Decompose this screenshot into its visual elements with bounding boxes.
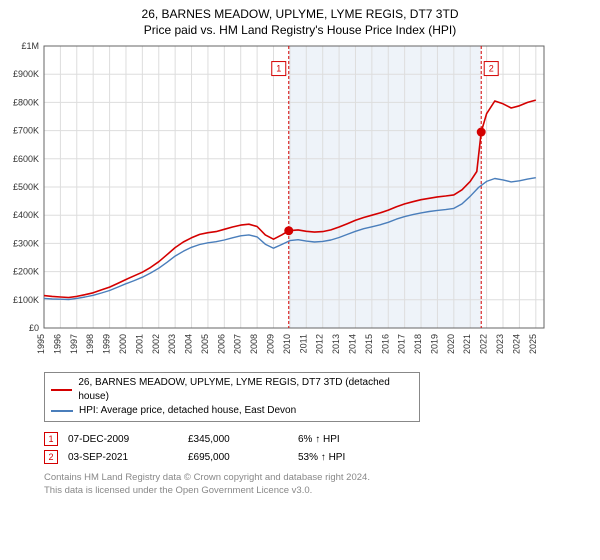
svg-text:2024: 2024 xyxy=(511,334,521,354)
svg-text:2011: 2011 xyxy=(298,334,308,353)
svg-text:2009: 2009 xyxy=(266,334,276,354)
svg-text:1: 1 xyxy=(276,64,281,74)
legend-label-property: 26, BARNES MEADOW, UPLYME, LYME REGIS, D… xyxy=(78,376,413,404)
svg-text:2015: 2015 xyxy=(364,334,374,354)
svg-text:2006: 2006 xyxy=(216,334,226,354)
title-line1: 26, BARNES MEADOW, UPLYME, LYME REGIS, D… xyxy=(0,6,600,22)
sale-marker-1: 1 xyxy=(44,432,58,446)
footnote-line2: This data is licensed under the Open Gov… xyxy=(44,485,580,498)
svg-text:2022: 2022 xyxy=(479,334,489,354)
sale-row-1: 1 07-DEC-2009 £345,000 6% ↑ HPI xyxy=(44,430,580,448)
svg-text:£600K: £600K xyxy=(13,154,39,164)
svg-text:2002: 2002 xyxy=(151,334,161,354)
svg-text:2016: 2016 xyxy=(380,334,390,354)
legend-row-hpi: HPI: Average price, detached house, East… xyxy=(51,404,413,418)
svg-text:2012: 2012 xyxy=(315,334,325,354)
chart-container: { "title": { "line1": "26, BARNES MEADOW… xyxy=(0,0,600,560)
svg-text:1997: 1997 xyxy=(69,334,79,354)
sale-pct-2: 53% ↑ HPI xyxy=(298,452,418,463)
svg-text:2018: 2018 xyxy=(413,334,423,354)
sale-row-2: 2 03-SEP-2021 £695,000 53% ↑ HPI xyxy=(44,448,580,466)
title-line2: Price paid vs. HM Land Registry's House … xyxy=(0,22,600,38)
svg-text:£400K: £400K xyxy=(13,211,39,221)
svg-text:2005: 2005 xyxy=(200,334,210,354)
svg-text:1998: 1998 xyxy=(85,334,95,354)
sale-price-1: £345,000 xyxy=(188,434,298,445)
svg-text:£800K: £800K xyxy=(13,98,39,108)
footnote: Contains HM Land Registry data © Crown c… xyxy=(44,472,580,498)
svg-text:2000: 2000 xyxy=(118,334,128,354)
legend-swatch-property xyxy=(51,389,72,391)
svg-text:£1M: £1M xyxy=(21,41,39,51)
svg-text:2025: 2025 xyxy=(528,334,538,354)
legend-label-hpi: HPI: Average price, detached house, East… xyxy=(79,404,296,418)
svg-text:£700K: £700K xyxy=(13,126,39,136)
sale-pct-1: 6% ↑ HPI xyxy=(298,434,418,445)
svg-text:£300K: £300K xyxy=(13,239,39,249)
svg-text:2013: 2013 xyxy=(331,334,341,354)
svg-text:2020: 2020 xyxy=(446,334,456,354)
svg-text:1995: 1995 xyxy=(36,334,46,354)
footnote-line1: Contains HM Land Registry data © Crown c… xyxy=(44,472,580,485)
chart-title: 26, BARNES MEADOW, UPLYME, LYME REGIS, D… xyxy=(0,0,600,38)
svg-text:2021: 2021 xyxy=(462,334,472,354)
sale-marker-2: 2 xyxy=(44,450,58,464)
svg-text:2019: 2019 xyxy=(429,334,439,354)
legend-swatch-hpi xyxy=(51,410,73,412)
svg-text:2004: 2004 xyxy=(184,334,194,354)
sales-table: 1 07-DEC-2009 £345,000 6% ↑ HPI 2 03-SEP… xyxy=(44,430,580,466)
svg-text:2007: 2007 xyxy=(233,334,243,354)
svg-text:£200K: £200K xyxy=(13,267,39,277)
sale-date-1: 07-DEC-2009 xyxy=(68,434,188,445)
svg-text:2003: 2003 xyxy=(167,334,177,354)
svg-text:£0: £0 xyxy=(29,323,39,333)
svg-text:1996: 1996 xyxy=(52,334,62,354)
svg-text:2001: 2001 xyxy=(134,334,144,354)
svg-text:2008: 2008 xyxy=(249,334,259,354)
legend: 26, BARNES MEADOW, UPLYME, LYME REGIS, D… xyxy=(44,372,420,422)
svg-text:2010: 2010 xyxy=(282,334,292,354)
svg-text:2017: 2017 xyxy=(397,334,407,354)
svg-text:2: 2 xyxy=(489,64,494,74)
svg-text:£100K: £100K xyxy=(13,295,39,305)
svg-text:£500K: £500K xyxy=(13,182,39,192)
line-chart: £0 £100K £200K £300K £400K £500K £600K £700K £80… xyxy=(0,38,560,368)
sale-price-2: £695,000 xyxy=(188,452,298,463)
svg-text:2023: 2023 xyxy=(495,334,505,354)
svg-text:1999: 1999 xyxy=(102,334,112,354)
legend-row-property: 26, BARNES MEADOW, UPLYME, LYME REGIS, D… xyxy=(51,376,413,404)
svg-text:2014: 2014 xyxy=(347,334,357,354)
svg-text:£900K: £900K xyxy=(13,70,39,80)
sale-date-2: 03-SEP-2021 xyxy=(68,452,188,463)
